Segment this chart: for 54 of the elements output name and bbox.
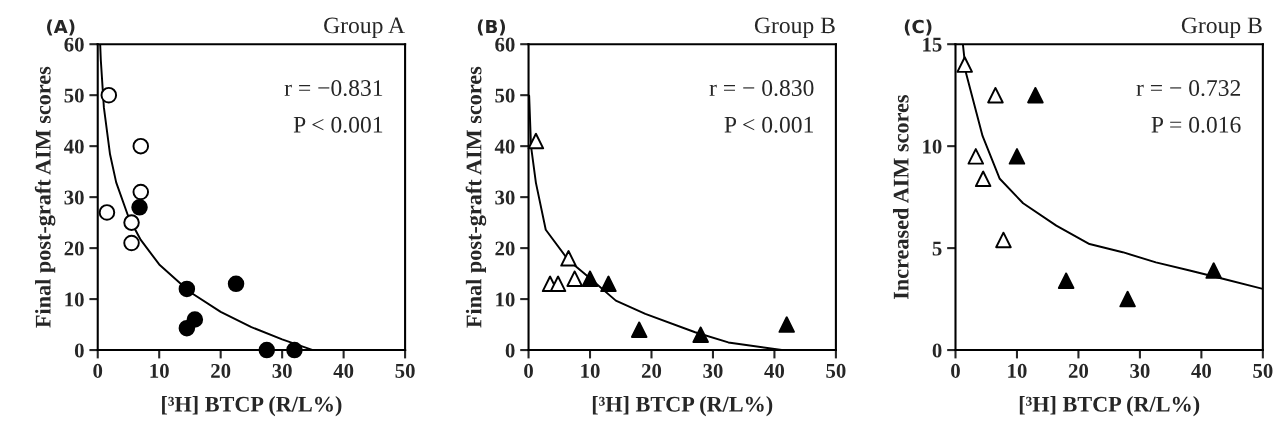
chart-subtitle: Group A [324,17,405,39]
chart-title: (A) [47,19,75,36]
y-tick-label: 5 [932,241,942,256]
x-axis-title: [³H] BTCP (R/L%) [1019,396,1200,417]
annotation: r = − 0.830 [709,80,814,97]
x-tick-label: 20 [1068,363,1089,378]
y-axis-title: Final post-graft AIM scores [465,66,487,328]
chart-title: (B) [477,19,506,36]
x-tick-label: 0 [524,363,533,378]
x-tick-label: 10 [581,363,600,378]
y-tick-label: 15 [923,37,942,52]
y-tick-label: 30 [495,190,515,205]
y-tick-label: 10 [923,139,942,154]
y-tick-label: 20 [64,241,84,256]
y-tick-label: 10 [496,292,515,307]
x-tick-label: 40 [333,363,354,378]
x-tick-label: 30 [1130,363,1150,378]
y-tick-label: 60 [64,37,84,52]
x-tick-label: 20 [641,363,662,378]
y-tick-label: 40 [494,139,515,154]
annotation: P < 0.001 [293,116,383,133]
y-tick-label: 40 [63,139,84,154]
x-tick-label: 0 [93,363,103,378]
x-tick-label: 30 [703,363,723,378]
y-tick-label: 60 [495,37,515,52]
y-tick-label: 0 [932,343,942,358]
chart-subtitle: Group B [1181,17,1262,39]
annotation: P < 0.001 [724,116,813,133]
y-tick-label: 50 [495,88,515,103]
y-tick-label: 0 [74,343,84,358]
x-tick-label: 10 [150,363,169,378]
x-tick-label: 20 [211,363,231,378]
annotation: r = − 0.732 [1136,80,1241,97]
x-tick-label: 50 [395,363,415,378]
x-tick-label: 30 [272,363,292,378]
y-axis-title: Final post-graft AIM scores [34,66,56,328]
annotation: P = 0.016 [1151,116,1241,133]
chart-title: (C) [904,19,932,36]
y-axis-title: Increased AIM scores [892,95,909,300]
x-tick-label: 40 [1191,363,1211,378]
chart-subtitle: Group B [754,17,835,39]
x-tick-label: 50 [1253,363,1273,378]
x-tick-label: 10 [1008,363,1027,378]
x-axis-title: [³H] BTCP (R/L%) [162,396,342,417]
x-tick-label: 50 [826,363,846,378]
x-tick-label: 0 [951,363,960,378]
y-tick-label: 20 [495,241,515,256]
y-tick-label: 50 [64,88,84,103]
y-tick-label: 30 [64,190,84,205]
y-tick-label: 0 [505,343,515,358]
x-axis-title: [³H] BTCP (R/L%) [592,396,773,417]
annotation: r = −0.831 [284,80,383,97]
y-tick-label: 10 [65,292,84,307]
x-tick-label: 40 [764,363,785,378]
